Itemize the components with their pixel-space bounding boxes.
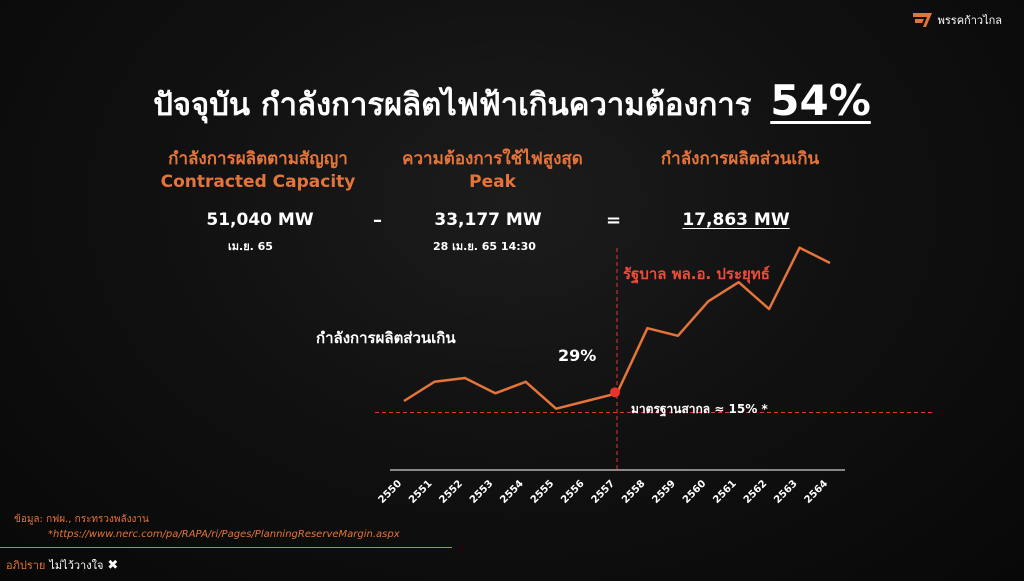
peak-value: 33,177 MW xyxy=(434,210,542,230)
peak-label-en: Peak xyxy=(469,172,516,192)
x-tick-label: 2564 xyxy=(803,478,830,505)
title-percent: 54% xyxy=(770,76,871,125)
equals-sign: = xyxy=(606,210,622,231)
footer-text-2: ไม่ไว้วางใจ xyxy=(49,559,104,572)
x-tick-label: 2552 xyxy=(438,478,465,505)
x-icon: ✖ xyxy=(107,557,119,573)
peak-label-th: ความต้องการใช้ไฟสูงสุด xyxy=(402,149,583,169)
footer-text-1: อภิปราย xyxy=(6,559,46,572)
standard-label: มาตรฐานสากล ≈ 15% * xyxy=(631,402,768,416)
x-tick-label: 2562 xyxy=(742,478,769,505)
footer: อภิปราย ไม่ไว้วางใจ ✖ xyxy=(6,556,118,574)
x-tick-label: 2553 xyxy=(468,478,495,505)
contracted-label-en: Contracted Capacity xyxy=(160,172,356,192)
x-tick-label: 2559 xyxy=(651,478,678,505)
party-logo-icon xyxy=(912,13,932,27)
source-note: ข้อมูล: กฟผ., กระทรวงพลังงาน *https://ww… xyxy=(14,512,400,542)
x-tick-labels: 2550 2551 2552 2553 2554 2555 2556 2557 2558 2559… xyxy=(377,478,830,505)
footer-divider xyxy=(0,547,452,548)
x-tick-label: 2556 xyxy=(559,478,586,505)
contracted-label-th: กำลังการผลิตตามสัญญา xyxy=(168,149,348,169)
contracted-value: 51,040 MW xyxy=(206,210,314,230)
peak-heading: ความต้องการใช้ไฟสูงสุด Peak xyxy=(380,148,605,194)
x-tick-label: 2551 xyxy=(407,478,434,505)
x-tick-label: 2563 xyxy=(772,478,799,505)
excess-heading: กำลังการผลิตส่วนเกิน xyxy=(630,148,850,171)
series-label: กำลังการผลิตส่วนเกิน xyxy=(316,329,456,347)
government-label: รัฐบาล พล.อ. ประยุทธ์ xyxy=(623,265,770,283)
brand-name: พรรคก้าวไกล xyxy=(937,14,1002,27)
contracted-capacity-heading: กำลังการผลิตตามสัญญา Contracted Capacity xyxy=(148,148,368,194)
marker-value-label: 29% xyxy=(558,346,597,365)
minus-sign: – xyxy=(373,210,382,231)
x-tick-label: 2557 xyxy=(590,478,617,505)
title-main: ปัจจุบัน กำลังการผลิตไฟฟ้าเกินความต้องกา… xyxy=(153,87,752,123)
brand-logo: พรรคก้าวไกล xyxy=(912,11,1002,29)
x-tick-label: 2554 xyxy=(498,478,525,505)
contracted-date: เม.ย. 65 xyxy=(228,240,273,253)
data-marker-2557 xyxy=(610,387,620,398)
x-tick-label: 2558 xyxy=(620,478,647,505)
source-line-1: ข้อมูล: กฟผ., กระทรวงพลังงาน xyxy=(14,514,149,525)
x-tick-label: 2550 xyxy=(377,478,404,505)
x-tick-label: 2561 xyxy=(711,478,738,505)
excess-value: 17,863 MW xyxy=(682,210,790,230)
excess-label-th: กำลังการผลิตส่วนเกิน xyxy=(660,149,820,169)
page-title: ปัจจุบัน กำลังการผลิตไฟฟ้าเกินความต้องกา… xyxy=(0,76,1024,129)
peak-date: 28 เม.ย. 65 14:30 xyxy=(433,240,536,253)
x-tick-label: 2560 xyxy=(681,478,708,505)
source-url: *https://www.nerc.com/pa/RAPA/ri/Pages/P… xyxy=(48,529,400,540)
x-tick-label: 2555 xyxy=(529,478,556,505)
